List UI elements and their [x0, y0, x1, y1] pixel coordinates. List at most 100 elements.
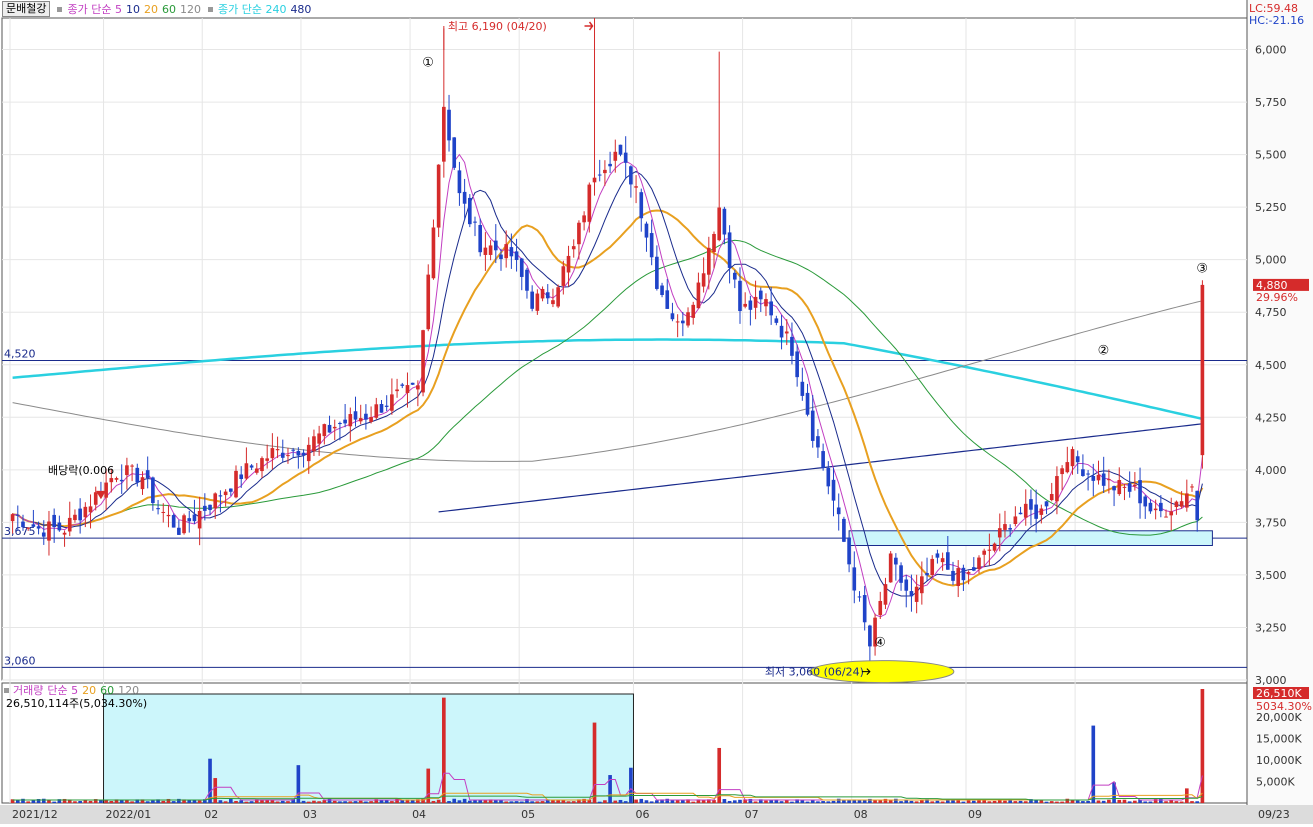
price-tick-label: 6,000	[1255, 44, 1287, 57]
candle-body	[1101, 473, 1106, 486]
candle-body	[478, 225, 483, 253]
volume-bar	[577, 799, 581, 803]
candle-body	[686, 312, 690, 326]
candle-body	[623, 152, 628, 163]
volume-bar	[493, 800, 498, 803]
volume-bar	[67, 799, 72, 803]
stock-name[interactable]: 문배철강	[2, 1, 51, 17]
volume-bar	[254, 799, 259, 803]
candle-body	[1184, 493, 1189, 508]
candle-body	[421, 330, 425, 393]
circled-marker: ②	[1098, 343, 1110, 358]
candle-body	[1127, 483, 1132, 492]
volume-bar	[332, 800, 337, 803]
volume-bar	[421, 798, 425, 803]
volume-bar	[197, 800, 202, 803]
candle-body	[244, 463, 249, 479]
price-tick-label: 3,000	[1255, 674, 1287, 687]
volume-bar	[301, 800, 306, 803]
candle-body	[966, 572, 971, 574]
candle-body	[940, 558, 945, 563]
volume-bar	[935, 800, 940, 803]
volume-bar	[556, 800, 560, 803]
volume-bar	[208, 758, 212, 803]
volume-bar	[457, 800, 462, 803]
candle-body	[1070, 449, 1075, 467]
candle-body	[1060, 468, 1064, 475]
volume-bar	[1133, 800, 1137, 803]
candle-body	[270, 448, 275, 459]
volume-bar	[1174, 801, 1179, 803]
candle-body	[151, 477, 155, 504]
volume-bar	[1179, 801, 1184, 803]
candle-body	[1081, 469, 1085, 477]
x-axis-label: 2022/01	[106, 808, 152, 821]
volume-bar	[442, 697, 446, 803]
volume-bar	[1117, 799, 1122, 803]
volume-bar	[353, 801, 358, 803]
candle-body	[218, 495, 223, 497]
legend-ma20: 20	[143, 2, 158, 16]
volume-bar	[670, 799, 675, 803]
candle-body	[821, 451, 825, 468]
x-axis-strip	[0, 805, 1313, 824]
x-axis-label: 02	[204, 808, 218, 821]
volume-bar	[213, 778, 218, 803]
candle-body	[52, 514, 56, 527]
candle-body	[681, 320, 685, 324]
candle-body	[228, 488, 233, 492]
volume-bar	[125, 799, 129, 803]
volume-bar	[816, 801, 820, 803]
volume-bar	[561, 800, 566, 803]
volume-bar	[608, 775, 612, 803]
volume-legend-ma60: 60	[100, 683, 115, 697]
candle-body	[525, 269, 529, 291]
volume-bar	[234, 800, 238, 803]
volume-bar	[566, 801, 571, 803]
volume-bar	[977, 799, 981, 803]
candle-body	[1164, 516, 1168, 518]
candle-body	[493, 240, 498, 251]
volume-bar	[36, 799, 41, 803]
candle-body	[140, 477, 145, 490]
candle-body	[499, 254, 503, 260]
volume-bar	[987, 801, 992, 803]
volume-bar	[83, 800, 88, 803]
volume-bar	[1018, 800, 1023, 803]
volume-bar	[410, 799, 415, 803]
candle-body	[956, 568, 961, 587]
candle-body	[545, 292, 550, 299]
candle-body	[312, 436, 316, 452]
volume-bar	[779, 801, 784, 803]
last-price-label: 4,880	[1256, 279, 1288, 292]
volume-bar	[1065, 798, 1070, 803]
legend-square-icon	[207, 6, 213, 12]
volume-bar	[982, 799, 987, 803]
candle-body	[286, 455, 290, 457]
price-tick-label: 4,250	[1255, 411, 1287, 424]
candle-body	[88, 506, 93, 513]
price-tick-label: 3,500	[1255, 569, 1287, 582]
volume-bar	[99, 799, 103, 803]
volume-bar	[660, 799, 664, 803]
volume-bar	[925, 799, 929, 803]
x-axis-label: 06	[635, 808, 649, 821]
candle-body	[790, 336, 794, 356]
candle-body	[514, 251, 519, 260]
candle-body	[473, 221, 477, 223]
volume-bar	[452, 798, 457, 803]
candle-body	[930, 558, 935, 576]
x-axis-label: 09	[968, 808, 982, 821]
candle-body	[992, 543, 997, 551]
candle-body	[47, 521, 51, 541]
volume-bar	[540, 801, 545, 803]
volume-bar	[78, 800, 82, 803]
volume-bar	[260, 799, 264, 803]
candle-body	[254, 468, 259, 473]
candle-body	[1039, 508, 1044, 515]
candle-body	[540, 288, 545, 299]
volume-bar	[1127, 801, 1132, 803]
volume-bar	[462, 798, 467, 803]
